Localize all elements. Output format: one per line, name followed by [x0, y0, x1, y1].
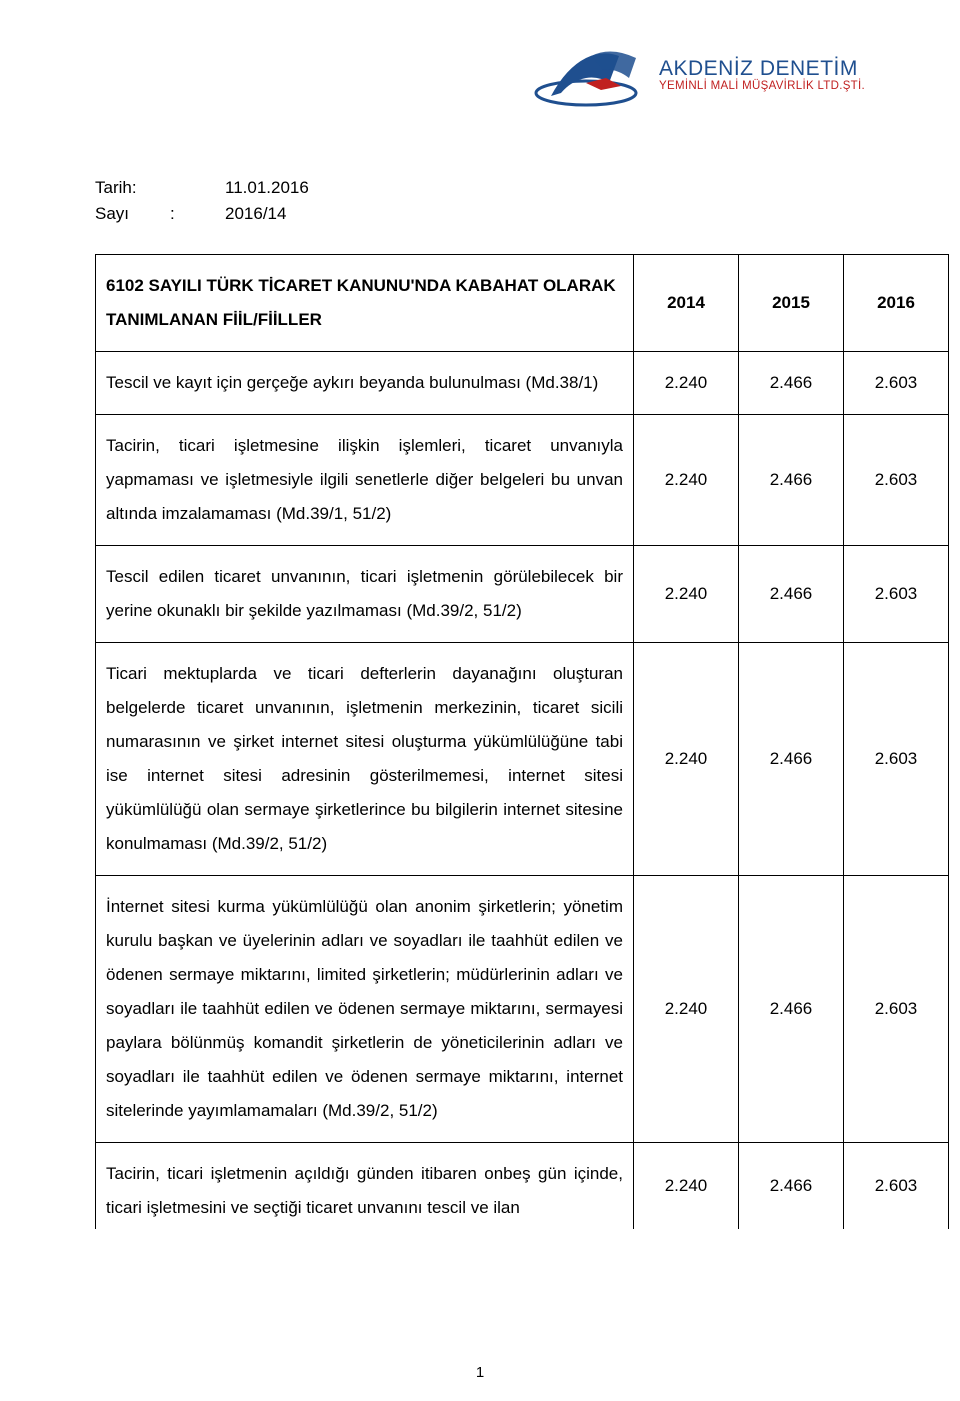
logo-line2: YEMİNLİ MALİ MÜŞAVİRLİK LTD.ŞTİ.: [659, 80, 865, 93]
row-val: 2.240: [634, 1143, 739, 1230]
main-table: 6102 SAYILI TÜRK TİCARET KANUNU'NDA KABA…: [95, 254, 949, 1229]
row-desc: Tescil edilen ticaret unvanının, ticari …: [96, 546, 634, 643]
row-val: 2.603: [844, 1143, 949, 1230]
logo-line1: AKDENİZ DENETİM: [659, 57, 865, 80]
meta-date-label: Tarih:: [95, 175, 170, 201]
meta-date-value: 11.01.2016: [225, 175, 309, 201]
row-val: 2.603: [844, 643, 949, 876]
row-val: 2.603: [844, 352, 949, 415]
row-desc: Tescil ve kayıt için gerçeğe aykırı beya…: [96, 352, 634, 415]
company-logo: AKDENİZ DENETİM YEMİNLİ MALİ MÜŞAVİRLİK …: [531, 28, 865, 123]
row-desc: Ticari mektuplarda ve ticari defterlerin…: [96, 643, 634, 876]
table-header-row: 6102 SAYILI TÜRK TİCARET KANUNU'NDA KABA…: [96, 255, 949, 352]
year-col-1: 2015: [739, 255, 844, 352]
logo-text: AKDENİZ DENETİM YEMİNLİ MALİ MÜŞAVİRLİK …: [659, 57, 865, 93]
row-desc: Tacirin, ticari işletmenin açıldığı günd…: [96, 1143, 634, 1230]
meta-spacer: [170, 175, 225, 201]
table-row: İnternet sitesi kurma yükümlülüğü olan a…: [96, 876, 949, 1143]
row-val: 2.240: [634, 546, 739, 643]
header: AKDENİZ DENETİM YEMİNLİ MALİ MÜŞAVİRLİK …: [95, 20, 865, 130]
meta-date-row: Tarih: 11.01.2016: [95, 175, 865, 201]
year-col-0: 2014: [634, 255, 739, 352]
table-row: Tacirin, ticari işletmenin açıldığı günd…: [96, 1143, 949, 1230]
page-number: 1: [476, 1364, 484, 1381]
table-row: Tacirin, ticari işletmesine ilişkin işle…: [96, 415, 949, 546]
table-title-cell: 6102 SAYILI TÜRK TİCARET KANUNU'NDA KABA…: [96, 255, 634, 352]
row-val: 2.603: [844, 415, 949, 546]
table-row: Tescil ve kayıt için gerçeğe aykırı beya…: [96, 352, 949, 415]
meta-num-value: 2016/14: [225, 201, 286, 227]
document-meta: Tarih: 11.01.2016 Sayı : 2016/14: [95, 175, 865, 226]
year-col-2: 2016: [844, 255, 949, 352]
row-val: 2.240: [634, 876, 739, 1143]
table-row: Ticari mektuplarda ve ticari defterlerin…: [96, 643, 949, 876]
document-page: AKDENİZ DENETİM YEMİNLİ MALİ MÜŞAVİRLİK …: [0, 0, 960, 1401]
meta-num-label: Sayı: [95, 201, 170, 227]
row-val: 2.466: [739, 876, 844, 1143]
meta-num-sep: :: [170, 201, 190, 227]
row-val: 2.466: [739, 1143, 844, 1230]
row-val: 2.466: [739, 546, 844, 643]
row-val: 2.240: [634, 643, 739, 876]
table-row: Tescil edilen ticaret unvanının, ticari …: [96, 546, 949, 643]
row-val: 2.466: [739, 643, 844, 876]
meta-number-row: Sayı : 2016/14: [95, 201, 865, 227]
row-val: 2.240: [634, 415, 739, 546]
row-val: 2.466: [739, 352, 844, 415]
row-val: 2.603: [844, 546, 949, 643]
meta-spacer2: [190, 201, 225, 227]
row-val: 2.603: [844, 876, 949, 1143]
row-val: 2.466: [739, 415, 844, 546]
row-desc: Tacirin, ticari işletmesine ilişkin işle…: [96, 415, 634, 546]
logo-icon: [531, 28, 651, 123]
row-desc: İnternet sitesi kurma yükümlülüğü olan a…: [96, 876, 634, 1143]
row-val: 2.240: [634, 352, 739, 415]
